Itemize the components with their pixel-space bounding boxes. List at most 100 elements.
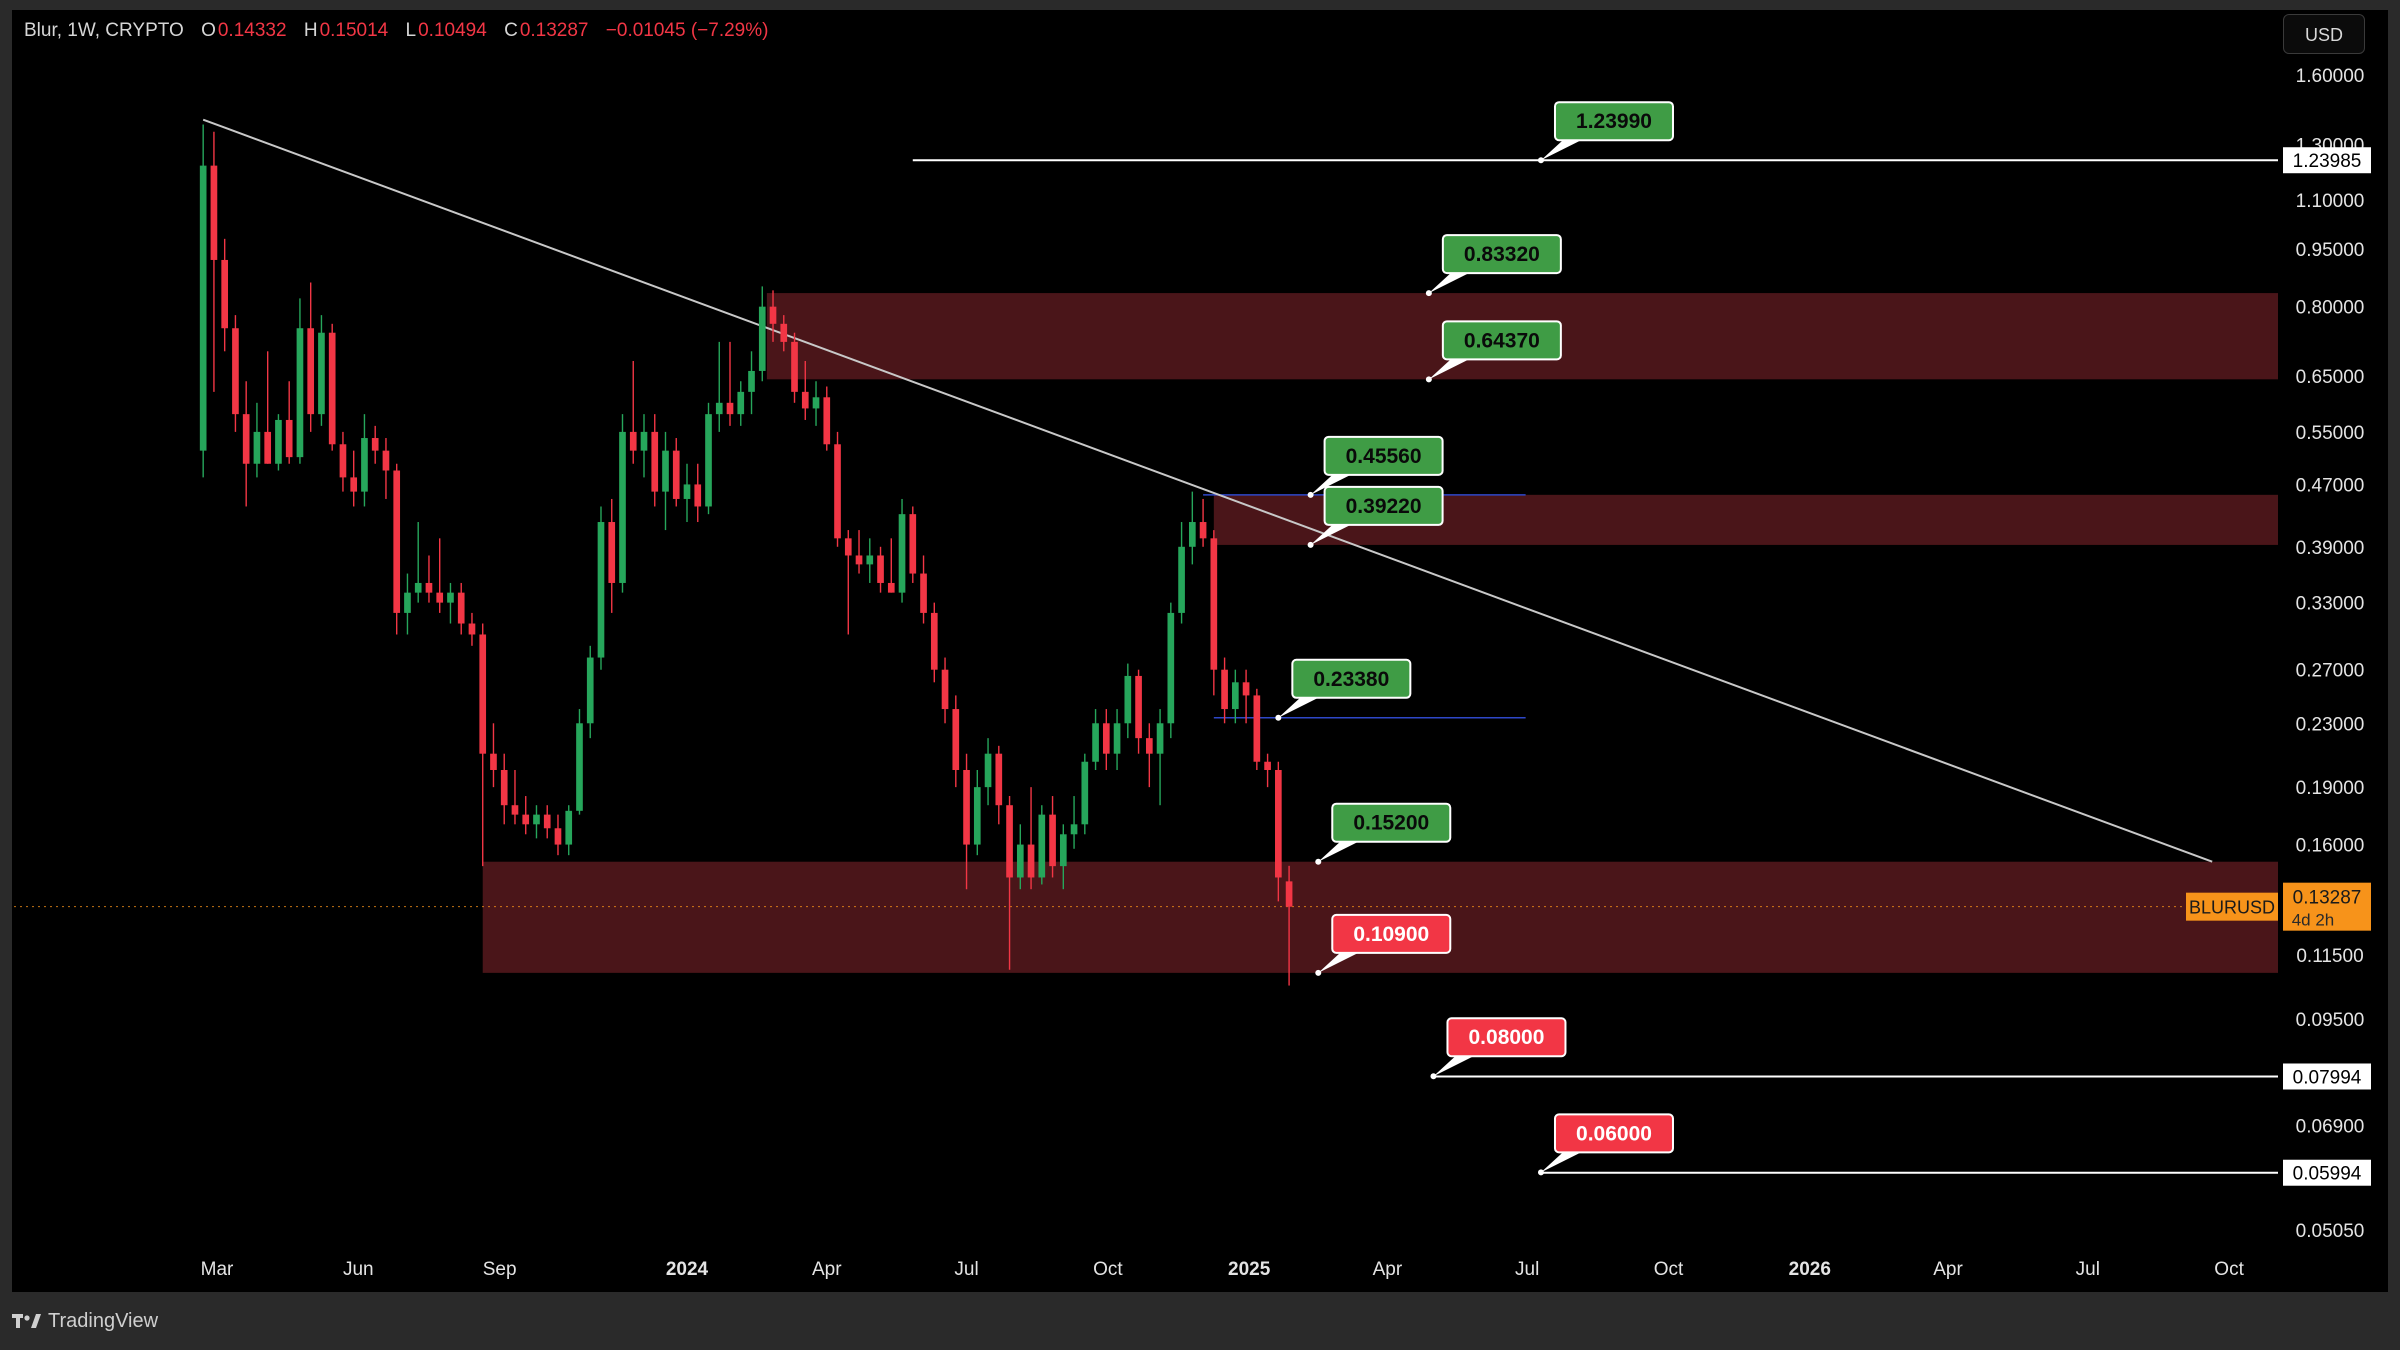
low-label: L	[405, 20, 417, 41]
candle-body	[275, 419, 282, 464]
callout-box	[1441, 234, 1562, 275]
candle	[973, 769, 981, 856]
candle	[769, 290, 777, 342]
candle-body	[1167, 612, 1175, 724]
candle	[275, 414, 282, 471]
candle-body	[576, 723, 583, 811]
candle-body	[1081, 761, 1089, 825]
candle-body	[640, 431, 648, 451]
candle	[350, 450, 358, 507]
time-tick: Jul	[1515, 1259, 1539, 1280]
price-tick: 0.33000	[2296, 594, 2365, 615]
candle-body	[328, 332, 336, 445]
candle	[382, 438, 390, 499]
callout-anchor-dot	[1425, 290, 1432, 297]
candle-body	[404, 592, 411, 613]
candle-body	[920, 573, 927, 613]
callout-pointer	[1433, 1054, 1478, 1077]
candle-body	[1156, 723, 1164, 754]
level-label-0.06000: 0.06000	[1537, 1113, 1674, 1176]
callout-anchor-dot	[1307, 541, 1314, 548]
currency-button[interactable]: USD	[2283, 14, 2365, 54]
candle	[758, 286, 766, 382]
high-label: H	[303, 20, 318, 41]
candle	[812, 381, 820, 426]
candle-body	[887, 582, 895, 593]
candle-body	[651, 431, 659, 492]
candle	[232, 315, 239, 432]
time-tick: Sep	[483, 1259, 517, 1280]
time-tick: 2026	[1789, 1259, 1831, 1280]
callout-text: 0.23380	[1313, 668, 1389, 691]
axis-level-tag: 1.23985	[2283, 147, 2371, 174]
candle	[447, 582, 454, 624]
symbol-title[interactable]: Blur, 1W, CRYPTO	[24, 20, 184, 41]
candle-body	[533, 814, 540, 825]
candle	[662, 431, 669, 531]
axis-tag-text: 0.07994	[2293, 1067, 2362, 1088]
callout-pointer	[1310, 522, 1355, 545]
candle-body	[672, 450, 680, 499]
candle	[855, 530, 863, 574]
candle	[941, 657, 949, 724]
candle	[404, 573, 411, 635]
candle	[1156, 709, 1164, 806]
candle	[1016, 824, 1024, 890]
callout-box	[1446, 1017, 1567, 1058]
candle-body	[1059, 834, 1067, 867]
candle	[920, 555, 927, 624]
candle	[242, 381, 250, 507]
candle	[1221, 657, 1228, 724]
level-label-0.15200: 0.15200	[1315, 802, 1452, 865]
candle-body	[1253, 695, 1261, 762]
candle	[887, 538, 895, 593]
level-label-0.39220: 0.39220	[1307, 485, 1444, 548]
candle	[221, 238, 229, 352]
candle	[414, 522, 422, 603]
axis-tag-text: 1.23985	[2293, 151, 2362, 172]
time-tick: 2024	[666, 1259, 709, 1280]
candle	[1253, 688, 1261, 770]
symbol-info-header: Blur, 1W, CRYPTO O 0.14332 H 0.15014 L 0.10…	[24, 20, 770, 44]
candle	[361, 414, 368, 507]
candle-body	[1049, 814, 1056, 867]
candle	[393, 463, 401, 635]
candle	[629, 360, 637, 464]
candle	[694, 463, 702, 523]
candle	[199, 124, 207, 478]
candle	[1275, 761, 1282, 902]
price-tick: 0.05050	[2296, 1221, 2365, 1242]
candle	[328, 323, 336, 451]
candle	[1092, 709, 1099, 770]
candle-body	[866, 555, 874, 565]
chart-panel[interactable]	[12, 10, 2388, 1292]
candle	[984, 738, 992, 806]
candle	[737, 381, 745, 426]
candle	[1135, 669, 1142, 754]
price-tag-bg	[2283, 882, 2371, 931]
tradingview-logo-icon	[12, 1314, 41, 1328]
candle-body	[1092, 723, 1099, 762]
callout-anchor-dot	[1537, 1169, 1544, 1176]
candle	[963, 753, 970, 890]
candle-body	[1113, 723, 1121, 754]
candle	[1232, 669, 1239, 724]
candle	[672, 438, 680, 507]
callout-pointer	[1278, 695, 1323, 718]
candle	[930, 602, 938, 683]
candle-body	[619, 431, 626, 583]
candle	[640, 414, 648, 478]
candle-body	[801, 391, 809, 409]
tradingview-brand[interactable]: TradingView	[12, 1306, 158, 1336]
candle	[1167, 602, 1175, 739]
candle-body	[1199, 522, 1207, 539]
candle-body	[769, 306, 777, 324]
candle-body	[930, 612, 938, 670]
price-tick: 1.60000	[2296, 66, 2365, 87]
candle-body	[361, 438, 368, 492]
price-tick: 1.10000	[2296, 191, 2365, 212]
candle-body	[414, 582, 422, 593]
price-tick: 0.65000	[2296, 367, 2365, 388]
candle	[801, 360, 809, 420]
